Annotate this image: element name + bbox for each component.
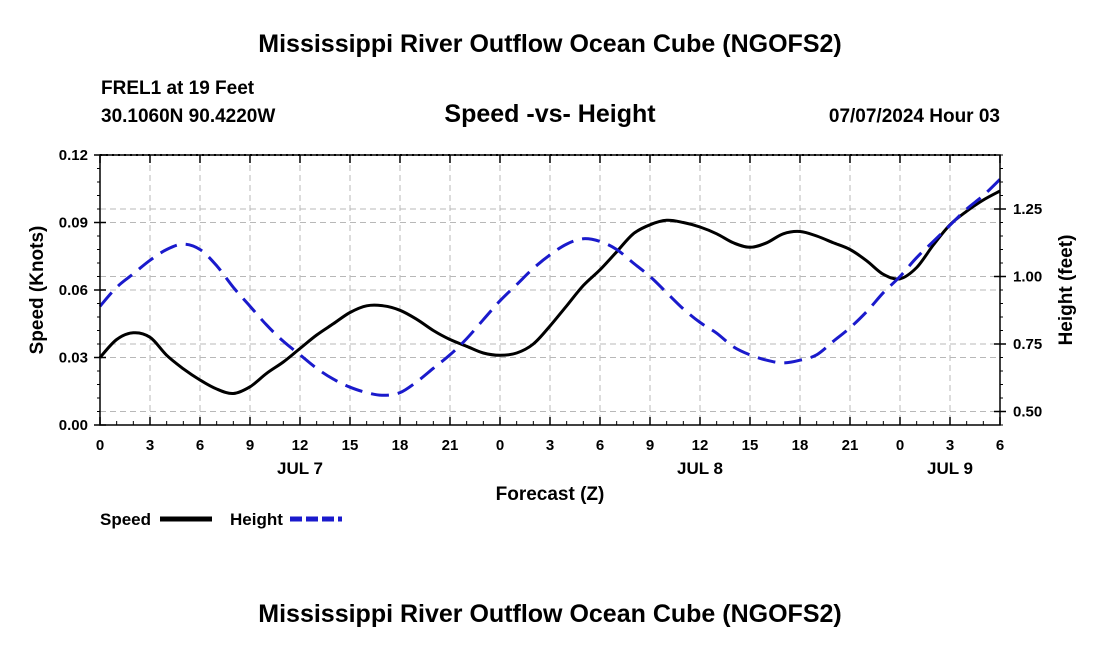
- chart-title-secondary: Mississippi River Outflow Ocean Cube (NG…: [258, 600, 842, 628]
- x-tick-label: 0: [496, 437, 504, 454]
- day-label: JUL 9: [927, 459, 973, 478]
- axes: 0 3 6 9 12 15 18 21 0 3 6 9 12 15 18 21 0 3 6 JUL 7 JUL 8 JUL…: [27, 147, 1077, 505]
- chart-title: Mississippi River Outflow Ocean Cube (NG…: [258, 30, 842, 58]
- x-tick-label: 3: [946, 437, 954, 454]
- x-tick-label: 12: [292, 437, 309, 454]
- x-tick-label: 12: [692, 437, 709, 454]
- coordinates-label: 30.1060N 90.4220W: [101, 106, 276, 127]
- x-tick-label: 15: [342, 437, 359, 454]
- x-tick-label: 0: [896, 437, 904, 454]
- y-left-axis-label: Speed (Knots): [27, 226, 48, 355]
- y-right-axis-label: Height (feet): [1056, 235, 1077, 346]
- chart-subtitle: Speed -vs- Height: [444, 100, 656, 128]
- plot-series: [98, 178, 1002, 397]
- y-right-tick-label: 1.00: [1013, 269, 1042, 286]
- x-axis-label: Forecast (Z): [496, 484, 605, 505]
- y-left-tick-label: 0.12: [59, 147, 88, 164]
- y-right-tick-label: 1.25: [1013, 201, 1042, 218]
- y-left-tick-label: 0.03: [59, 350, 88, 367]
- grid: [100, 154, 1000, 425]
- timestamp-label: 07/07/2024 Hour 03: [828, 106, 1000, 127]
- x-tick-label: 3: [546, 437, 554, 454]
- x-tick-label: 6: [996, 437, 1004, 454]
- x-tick-label: 9: [246, 437, 254, 454]
- x-tick-label: 18: [392, 437, 409, 454]
- x-tick-label: 18: [792, 437, 809, 454]
- station-label: FREL1 at 19 Feet: [101, 78, 255, 99]
- y-left-tick-label: 0.06: [59, 282, 88, 299]
- x-tick-label: 6: [196, 437, 204, 454]
- legend-label-height: Height: [230, 510, 283, 529]
- legend: Speed Height: [100, 510, 342, 529]
- y-right-tick-label: 0.75: [1013, 336, 1042, 353]
- plot-frame: [99, 154, 1001, 426]
- legend-label-speed: Speed: [100, 510, 151, 529]
- x-tick-label: 3: [146, 437, 154, 454]
- day-label: JUL 7: [277, 459, 323, 478]
- y-right-tick-label: 0.50: [1013, 404, 1042, 421]
- x-tick-label: 6: [596, 437, 604, 454]
- y-left-tick-label: 0.09: [59, 215, 88, 232]
- x-tick-label: 21: [442, 437, 459, 454]
- x-tick-label: 15: [742, 437, 759, 454]
- height-series-line: [98, 178, 1002, 397]
- day-label: JUL 8: [677, 459, 723, 478]
- x-tick-label: 9: [646, 437, 654, 454]
- y-left-tick-label: 0.00: [59, 417, 88, 434]
- x-tick-label: 21: [842, 437, 859, 454]
- speed-series-line: [98, 189, 1001, 396]
- x-tick-label: 0: [96, 437, 104, 454]
